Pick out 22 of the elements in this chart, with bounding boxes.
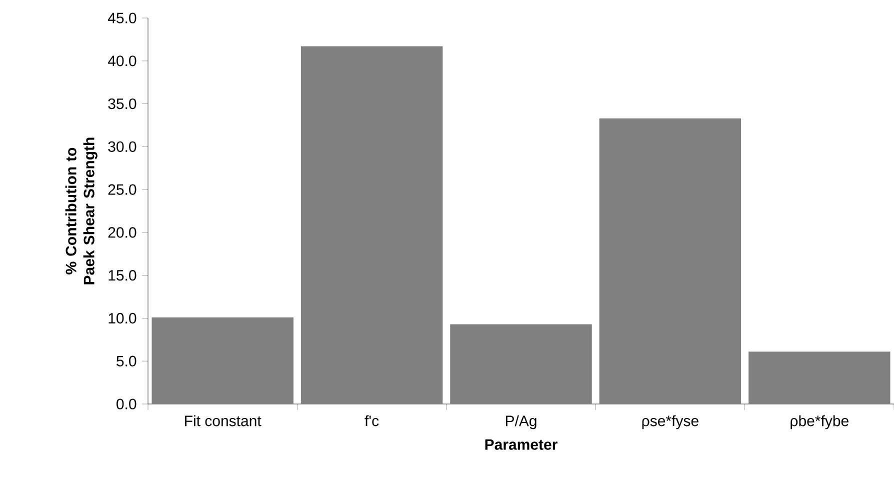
y-tick-label: 5.0 xyxy=(116,356,136,366)
x-tick-label: ρbe*fybe xyxy=(790,415,848,430)
y-tick-label: 45.0 xyxy=(108,12,136,24)
x-tick-label: P/Ag xyxy=(506,415,536,430)
y-tick-label: 35.0 xyxy=(108,98,136,110)
y-tick-label: 10.0 xyxy=(108,312,136,324)
y-tick-label: 15.0 xyxy=(108,270,136,281)
y-tick-label: 30.0 xyxy=(108,141,136,152)
bar xyxy=(599,118,742,404)
x-axis-title: Parameter xyxy=(485,439,558,450)
bar xyxy=(152,317,294,404)
y-tick-label: 0.0 xyxy=(116,398,136,410)
y-tick-label: 20.0 xyxy=(108,227,136,238)
y-tick-label: 40.0 xyxy=(108,56,136,66)
x-tick-label: ρse*fyse xyxy=(642,415,698,430)
bar xyxy=(300,46,443,404)
x-tick-label: Fit constant xyxy=(185,415,262,426)
y-tick-label: 25.0 xyxy=(108,184,136,195)
x-tick-label: f'c xyxy=(364,415,379,426)
y-axis-title: % Contribution to Paek Shear Strength xyxy=(65,138,98,284)
bar xyxy=(450,324,592,404)
bar xyxy=(748,352,890,404)
